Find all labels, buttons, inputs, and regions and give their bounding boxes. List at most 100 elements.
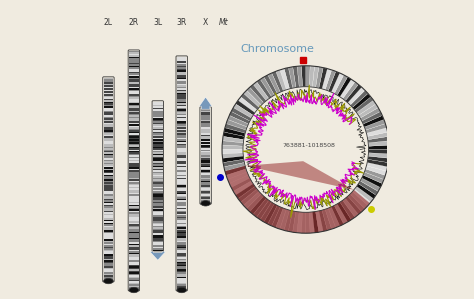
Wedge shape	[309, 212, 315, 233]
Bar	[201, 197, 210, 199]
Bar	[153, 102, 163, 103]
Wedge shape	[345, 84, 362, 103]
Bar	[153, 133, 163, 135]
Bar	[104, 155, 113, 157]
Bar	[104, 145, 113, 147]
Bar	[177, 250, 186, 251]
Bar	[177, 190, 186, 191]
Bar	[201, 181, 210, 182]
Bar	[177, 260, 186, 262]
Bar	[153, 178, 163, 179]
Text: 3L: 3L	[153, 18, 162, 27]
Wedge shape	[222, 153, 243, 158]
Bar	[104, 164, 113, 166]
Bar	[104, 85, 113, 87]
Bar	[129, 244, 138, 245]
Bar	[177, 72, 186, 73]
Bar	[153, 160, 163, 161]
Bar	[129, 75, 138, 76]
Wedge shape	[297, 212, 302, 233]
Bar	[104, 242, 113, 244]
Bar	[153, 152, 163, 154]
Bar	[153, 117, 163, 118]
Bar	[153, 226, 163, 227]
Text: Chromosome: Chromosome	[240, 44, 314, 54]
Bar	[153, 129, 163, 130]
Wedge shape	[325, 70, 336, 91]
Bar	[201, 120, 210, 121]
Wedge shape	[223, 159, 245, 167]
Wedge shape	[256, 79, 272, 99]
Bar	[129, 163, 138, 164]
Bar	[104, 97, 113, 99]
Wedge shape	[368, 150, 390, 154]
Bar	[129, 176, 138, 178]
Bar	[104, 277, 113, 278]
Wedge shape	[223, 132, 245, 140]
Bar	[104, 266, 113, 268]
Bar	[153, 239, 163, 241]
Bar	[177, 194, 186, 196]
Bar	[201, 135, 210, 136]
Wedge shape	[224, 163, 245, 171]
Wedge shape	[244, 90, 261, 107]
Wedge shape	[362, 112, 382, 124]
Bar	[177, 105, 186, 106]
Bar	[153, 233, 163, 235]
Bar	[104, 271, 113, 272]
Bar	[177, 259, 186, 260]
Bar	[129, 190, 138, 191]
Bar	[104, 91, 113, 93]
Wedge shape	[367, 132, 389, 140]
Bar	[104, 254, 113, 256]
Bar	[177, 58, 186, 60]
Bar	[201, 200, 210, 202]
Bar	[201, 129, 210, 130]
Bar	[104, 109, 113, 111]
Bar	[104, 158, 113, 160]
Wedge shape	[228, 115, 248, 127]
Bar	[104, 157, 113, 158]
Wedge shape	[322, 69, 332, 90]
Bar	[153, 181, 163, 182]
Bar	[129, 223, 138, 224]
Bar	[177, 269, 186, 271]
Bar	[201, 111, 210, 112]
Bar	[177, 132, 186, 133]
Bar	[129, 271, 138, 272]
Bar	[129, 229, 138, 230]
Bar	[153, 232, 163, 233]
Bar	[177, 66, 186, 67]
Bar	[129, 103, 138, 105]
Bar	[129, 135, 138, 136]
Bar	[177, 94, 186, 96]
Bar	[153, 221, 163, 223]
Bar	[129, 132, 138, 133]
Wedge shape	[276, 208, 286, 229]
Bar	[177, 212, 186, 214]
Bar	[201, 147, 210, 148]
Wedge shape	[322, 209, 332, 230]
Ellipse shape	[129, 287, 138, 293]
Bar	[153, 244, 163, 245]
Bar	[201, 157, 210, 158]
Bar	[129, 188, 138, 190]
Bar	[104, 274, 113, 275]
Bar	[153, 147, 163, 148]
Bar	[177, 284, 186, 286]
Text: 763881-1018508: 763881-1018508	[283, 143, 335, 147]
Bar	[129, 130, 138, 132]
Bar	[201, 144, 210, 145]
Bar	[129, 52, 138, 54]
Wedge shape	[241, 189, 259, 205]
Wedge shape	[222, 141, 243, 146]
Bar	[177, 127, 186, 129]
Bar	[153, 155, 163, 157]
Bar	[129, 102, 138, 103]
Bar	[177, 121, 186, 123]
Bar	[129, 88, 138, 90]
Bar	[153, 144, 163, 145]
Bar	[104, 135, 113, 136]
Wedge shape	[253, 82, 269, 101]
Bar	[177, 141, 186, 142]
